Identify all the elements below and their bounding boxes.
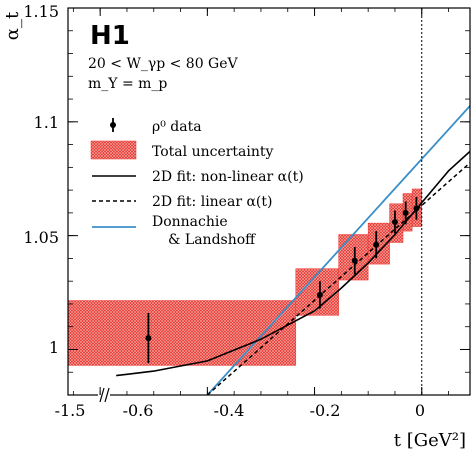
data-points	[145, 196, 420, 364]
proton-mass-label: m_Y = m_p	[88, 76, 167, 92]
data-point	[316, 291, 323, 298]
legend-label-uncertainty: Total uncertainty	[152, 144, 274, 160]
legend-label-dl: Donnachie	[152, 214, 228, 230]
uncertainty-band	[67, 300, 297, 366]
axis-break-mark	[99, 387, 105, 403]
legend-label-nonlinear: 2D fit: non-linear α(t)	[152, 169, 304, 185]
x-tick-label: -0.2	[310, 401, 341, 420]
uncertainty-band	[338, 234, 369, 281]
x-axis-title: t [GeV²]	[394, 430, 466, 451]
data-point	[413, 205, 420, 212]
x-tick-label: 0	[415, 401, 425, 420]
axis-ticks	[68, 7, 470, 395]
data-point	[391, 218, 398, 225]
frame	[67, 7, 471, 396]
h1-logo: H1	[90, 21, 130, 51]
legend-band	[90, 140, 137, 160]
legend-label-dl-2: & Landshoff	[168, 232, 256, 248]
uncertainty-bands	[67, 188, 423, 366]
data-point	[145, 335, 152, 342]
legend	[90, 118, 137, 228]
x-tick-label: -0.6	[123, 401, 154, 420]
fit-curves	[116, 105, 471, 396]
data-point	[373, 241, 380, 248]
axis-break-mark	[104, 387, 110, 403]
y-tick-label: 1.1	[34, 113, 59, 132]
legend-label-linear: 2D fit: linear α(t)	[152, 194, 272, 210]
y-tick-label: 1	[49, 338, 59, 357]
data-point	[402, 209, 409, 216]
dl-curve	[206, 105, 471, 396]
data-point	[351, 257, 358, 264]
linear-fit-curve	[206, 162, 471, 396]
legend-label-data: ρ⁰ data	[152, 119, 202, 135]
nonlinear-fit-curve	[116, 150, 471, 377]
plot-frame	[67, 7, 471, 403]
y-tick-label: 1.05	[23, 228, 59, 247]
kinematic-range-label: 20 < W_γp < 80 GeV	[88, 56, 239, 72]
x-tick-label-break: -1.5	[55, 401, 86, 420]
y-tick-label: 1.15	[23, 2, 59, 21]
x-tick-label: -0.4	[214, 401, 245, 420]
y-axis-title: α_t	[2, 11, 23, 40]
legend-marker	[110, 122, 116, 128]
